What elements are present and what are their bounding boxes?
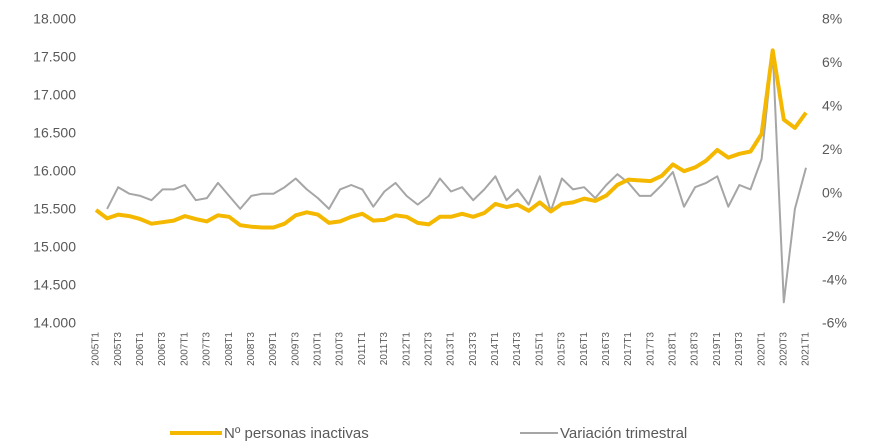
y2-tick-label: -2% [822,228,847,244]
x-tick-label: 2010T1 [313,332,324,366]
y2-tick-label: 4% [822,98,842,114]
y-tick-label: 15.500 [33,201,76,217]
x-tick-label: 2007T3 [202,332,213,366]
y-tick-label: 15.000 [33,239,76,255]
y-tick-label: 16.000 [33,163,76,179]
x-tick-label: 2020T1 [756,332,767,366]
x-tick-label: 2018T1 [668,332,679,366]
x-tick-label: 2012T1 [401,332,412,366]
x-tick-label: 2016T3 [601,332,612,366]
x-tick-label: 2005T1 [91,332,102,366]
series-line [106,49,807,304]
y-tick-label: 16.500 [33,125,76,141]
y-tick-label: 17.000 [33,87,76,103]
x-tick-label: 2015T3 [557,332,568,366]
x-tick-label: 2019T1 [712,332,723,366]
y-tick-label: 17.500 [33,49,76,65]
x-tick-label: 2006T1 [135,332,146,366]
x-tick-label: 2005T3 [113,332,124,366]
x-tick-label: 2015T1 [534,332,545,366]
x-tick-label: 2019T3 [734,332,745,366]
x-tick-label: 2007T1 [179,332,190,366]
legend-label: Nº personas inactivas [224,425,369,442]
x-tick-label: 2011T3 [379,332,390,366]
y2-tick-label: 8% [822,11,842,27]
y-tick-label: 14.000 [33,315,76,331]
x-tick-label: 2010T3 [335,332,346,366]
x-tick-label: 2020T3 [778,332,789,366]
y2-tick-label: -6% [822,315,847,331]
x-tick-label: 2008T3 [246,332,257,366]
x-tick-label: 2013T1 [446,332,457,366]
x-tick-label: 2021T1 [801,332,812,366]
x-tick-label: 2017T3 [645,332,656,366]
legend-label: Variación trimestral [560,425,687,442]
x-tick-label: 2009T1 [268,332,279,366]
x-tick-label: 2011T1 [357,332,368,366]
x-tick-label: 2013T3 [468,332,479,366]
y-tick-label: 18.000 [33,11,76,27]
x-tick-label: 2008T1 [224,332,235,366]
y2-tick-label: -4% [822,271,847,287]
y2-tick-label: 0% [822,184,842,200]
x-tick-label: 2014T3 [512,332,523,366]
y2-tick-label: 6% [822,54,842,70]
x-tick-label: 2018T3 [690,332,701,366]
y2-tick-label: 2% [822,141,842,157]
y-tick-label: 14.500 [33,277,76,293]
series-line [94,48,808,230]
x-tick-label: 2016T1 [579,332,590,366]
x-tick-label: 2006T3 [157,332,168,366]
x-tick-label: 2017T1 [623,332,634,366]
x-tick-label: 2012T3 [423,332,434,366]
x-tick-label: 2014T1 [490,332,501,366]
x-tick-label: 2009T3 [290,332,301,366]
